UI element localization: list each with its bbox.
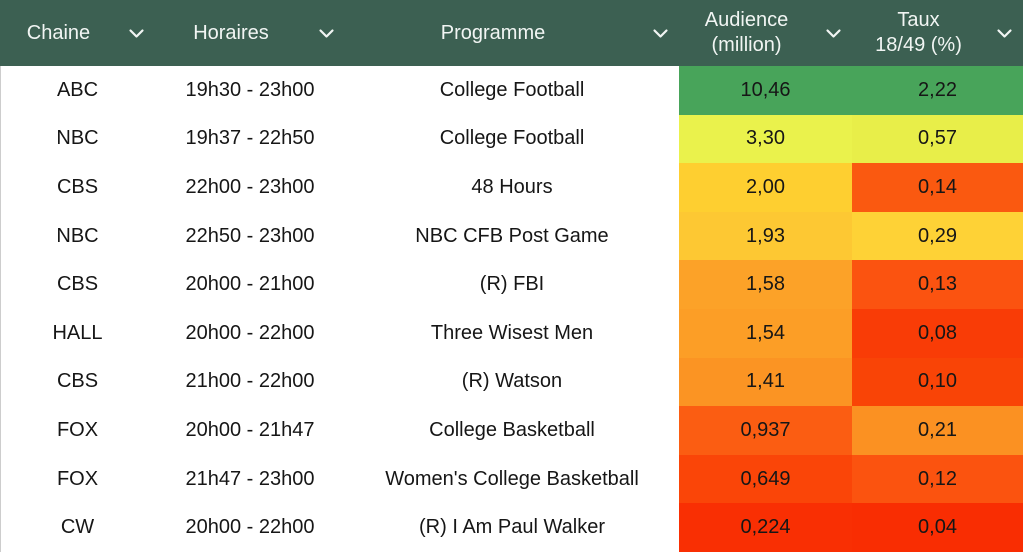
- header-programme[interactable]: Programme: [345, 0, 679, 66]
- cell-taux: 0,08: [852, 308, 1023, 358]
- table-header: Chaine Horaires Programme Audience (mill…: [0, 0, 1023, 66]
- cell-chaine: CW: [60, 516, 95, 539]
- cell-programme: College Basketball: [429, 418, 595, 441]
- cell-chaine: HALL: [52, 321, 103, 344]
- chevron-down-icon[interactable]: [307, 28, 345, 39]
- cell-chaine: NBC: [56, 224, 99, 247]
- header-taux-label: Taux 18/49 (%): [875, 9, 962, 56]
- cell-chaine: FOX: [56, 418, 99, 441]
- header-programme-label: Programme: [440, 21, 546, 44]
- cell-programme: College Football: [439, 78, 585, 101]
- header-chaine-label: Chaine: [26, 21, 91, 44]
- header-horaires-label: Horaires: [193, 21, 269, 44]
- table-row: NBC 22h50 - 23h00 NBC CFB Post Game 1,93…: [0, 211, 1023, 261]
- cell-chaine: NBC: [56, 127, 99, 150]
- cell-audience: 3,30: [679, 114, 852, 164]
- cell-horaires: 20h00 - 22h00: [185, 516, 315, 539]
- cell-chaine: CBS: [56, 370, 99, 393]
- cell-programme: (R) Watson: [461, 370, 563, 393]
- header-chaine[interactable]: Chaine: [0, 0, 155, 66]
- cell-horaires: 20h00 - 22h00: [185, 321, 315, 344]
- header-horaires[interactable]: Horaires: [155, 0, 345, 66]
- cell-audience: 0,649: [679, 454, 852, 504]
- cell-audience: 1,58: [679, 260, 852, 309]
- cell-taux: 0,21: [852, 406, 1023, 455]
- cell-chaine: CBS: [56, 175, 99, 198]
- table-row: CW 20h00 - 22h00 (R) I Am Paul Walker 0,…: [0, 503, 1023, 552]
- table-body: ABC 19h30 - 23h00 College Football 10,46…: [0, 66, 1023, 552]
- cell-audience: 1,93: [679, 211, 852, 261]
- cell-programme: 48 Hours: [471, 175, 553, 198]
- header-audience-label: Audience (million): [704, 9, 789, 56]
- cell-taux: 0,10: [852, 357, 1023, 407]
- table-row: NBC 19h37 - 22h50 College Football 3,30 …: [0, 114, 1023, 164]
- cell-audience: 0,224: [679, 503, 852, 552]
- table-row: HALL 20h00 - 22h00 Three Wisest Men 1,54…: [0, 308, 1023, 358]
- cell-horaires: 19h30 - 23h00: [185, 78, 315, 101]
- cell-horaires: 20h00 - 21h47: [185, 418, 315, 441]
- table-row: CBS 21h00 - 22h00 (R) Watson 1,41 0,10: [0, 357, 1023, 407]
- cell-programme: Women's College Basketball: [385, 467, 639, 490]
- table-row: ABC 19h30 - 23h00 College Football 10,46…: [0, 66, 1023, 115]
- cell-chaine: ABC: [56, 78, 99, 101]
- chevron-down-icon[interactable]: [814, 28, 852, 39]
- cell-programme: College Football: [439, 127, 585, 150]
- chevron-down-icon[interactable]: [117, 28, 155, 39]
- cell-audience: 1,54: [679, 308, 852, 358]
- cell-taux: 2,22: [852, 66, 1023, 115]
- header-audience[interactable]: Audience (million): [679, 0, 852, 66]
- cell-taux: 0,57: [852, 114, 1023, 164]
- chevron-down-icon[interactable]: [985, 28, 1023, 39]
- chevron-down-icon[interactable]: [641, 28, 679, 39]
- cell-audience: 10,46: [679, 66, 852, 115]
- cell-programme: (R) FBI: [479, 273, 545, 296]
- cell-horaires: 20h00 - 21h00: [185, 273, 315, 296]
- cell-taux: 0,13: [852, 260, 1023, 309]
- header-taux[interactable]: Taux 18/49 (%): [852, 0, 1023, 66]
- cell-taux: 0,29: [852, 211, 1023, 261]
- table-row: CBS 22h00 - 23h00 48 Hours 2,00 0,14: [0, 163, 1023, 212]
- cell-audience: 2,00: [679, 163, 852, 212]
- cell-horaires: 21h00 - 22h00: [185, 370, 315, 393]
- cell-taux: 0,04: [852, 503, 1023, 552]
- cell-horaires: 22h50 - 23h00: [185, 224, 315, 247]
- cell-audience: 1,41: [679, 357, 852, 407]
- table-row: FOX 20h00 - 21h47 College Basketball 0,9…: [0, 406, 1023, 455]
- cell-programme: NBC CFB Post Game: [415, 224, 609, 247]
- cell-horaires: 19h37 - 22h50: [185, 127, 315, 150]
- cell-horaires: 22h00 - 23h00: [185, 175, 315, 198]
- cell-chaine: CBS: [56, 273, 99, 296]
- cell-chaine: FOX: [56, 467, 99, 490]
- table-row: FOX 21h47 - 23h00 Women's College Basket…: [0, 454, 1023, 504]
- table-row: CBS 20h00 - 21h00 (R) FBI 1,58 0,13: [0, 260, 1023, 309]
- cell-taux: 0,14: [852, 163, 1023, 212]
- cell-taux: 0,12: [852, 454, 1023, 504]
- cell-programme: Three Wisest Men: [430, 321, 594, 344]
- cell-audience: 0,937: [679, 406, 852, 455]
- cell-horaires: 21h47 - 23h00: [185, 467, 315, 490]
- cell-programme: (R) I Am Paul Walker: [419, 516, 605, 539]
